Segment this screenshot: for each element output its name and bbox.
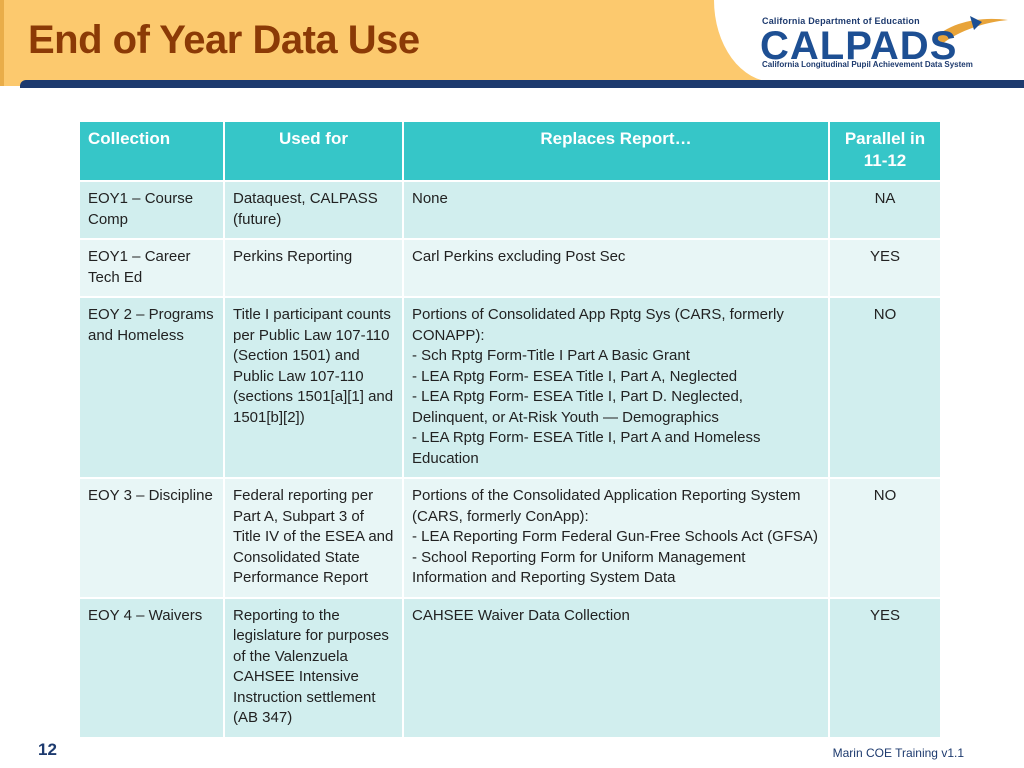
collection-cell: EOY1 – Career Tech Ed	[78, 238, 225, 298]
table-row: EOY1 – Career Tech Ed Perkins Reporting …	[78, 238, 942, 298]
collection-cell: EOY 2 – Programs and Homeless	[78, 296, 225, 479]
replaces-cell: Carl Perkins excluding Post Sec	[402, 238, 830, 298]
collection-cell: EOY 4 – Waivers	[78, 596, 225, 739]
table-row: EOY 4 – Waivers Reporting to the legisla…	[78, 596, 942, 739]
replaces-line: - LEA Rptg Form- ESEA Title I, Part A, N…	[412, 367, 738, 385]
replaces-line: - LEA Reporting Form Federal Gun-Free Sc…	[412, 528, 818, 545]
page-number: 12	[38, 740, 57, 759]
table-row: EOY 2 – Programs and Homeless Title I pa…	[78, 296, 942, 479]
header-accent	[0, 0, 4, 86]
used-for-cell: Federal reporting per Part A, Subpart 3 …	[223, 477, 404, 599]
slide-header: End of Year Data Use California Departme…	[0, 0, 1024, 88]
table-row: EOY1 – Course Comp Dataquest, CALPASS (f…	[78, 180, 942, 240]
replaces-line: - LEA Rptg Form- ESEA Title I, Part A an…	[412, 429, 761, 467]
replaces-line: Portions of Consolidated App Rptg Sys (C…	[412, 306, 784, 344]
replaces-line: Portions of the Consolidated Application…	[412, 487, 801, 525]
replaces-line: - Sch Rptg Form-Title I Part A Basic Gra…	[412, 347, 690, 364]
slide-title: End of Year Data Use	[28, 18, 420, 62]
calpads-logo	[714, 0, 1024, 82]
used-for-cell: Perkins Reporting	[223, 238, 404, 298]
header-used-for: Used for	[223, 120, 404, 182]
parallel-cell: NA	[828, 180, 942, 240]
used-for-cell: Title I participant counts per Public La…	[223, 296, 404, 479]
replaces-cell: CAHSEE Waiver Data Collection	[402, 596, 830, 739]
used-for-cell: Reporting to the legislature for purpose…	[223, 596, 404, 739]
replaces-cell: Portions of Consolidated App Rptg Sys (C…	[402, 296, 830, 479]
header-collection: Collection	[78, 120, 225, 182]
parallel-cell: YES	[828, 238, 942, 298]
table-row: EOY 3 – Discipline Federal reporting per…	[78, 477, 942, 599]
replaces-line: None	[412, 190, 448, 207]
replaces-line: - LEA Rptg Form- ESEA Title I, Part D. N…	[412, 388, 743, 426]
header-parallel: Parallel in 11-12	[828, 120, 942, 182]
header-replaces-report: Replaces Report…	[402, 120, 830, 182]
logo-name: CALPADS	[760, 24, 958, 68]
replaces-line: CAHSEE Waiver Data Collection	[412, 606, 630, 624]
footer-text: Marin COE Training v1.1	[832, 746, 964, 760]
parallel-cell: YES	[828, 596, 942, 739]
header-rule	[20, 80, 1024, 88]
replaces-cell: Portions of the Consolidated Application…	[402, 477, 830, 599]
used-for-cell: Dataquest, CALPASS (future)	[223, 180, 404, 240]
logo-swoosh-icon	[932, 16, 1008, 44]
collection-cell: EOY 3 – Discipline	[78, 477, 225, 599]
data-use-table: Collection Used for Replaces Report… Par…	[78, 120, 942, 739]
parallel-cell: NO	[828, 296, 942, 479]
collection-cell: EOY1 – Course Comp	[78, 180, 225, 240]
replaces-line: - School Reporting Form for Uniform Mana…	[412, 548, 746, 587]
logo-top-text: California Department of Education	[762, 16, 920, 26]
logo-subtitle: California Longitudinal Pupil Achievemen…	[762, 60, 973, 69]
table-header-row: Collection Used for Replaces Report… Par…	[78, 120, 942, 182]
replaces-line: Carl Perkins excluding Post Sec	[412, 248, 626, 265]
replaces-cell: None	[402, 180, 830, 240]
parallel-cell: NO	[828, 477, 942, 599]
